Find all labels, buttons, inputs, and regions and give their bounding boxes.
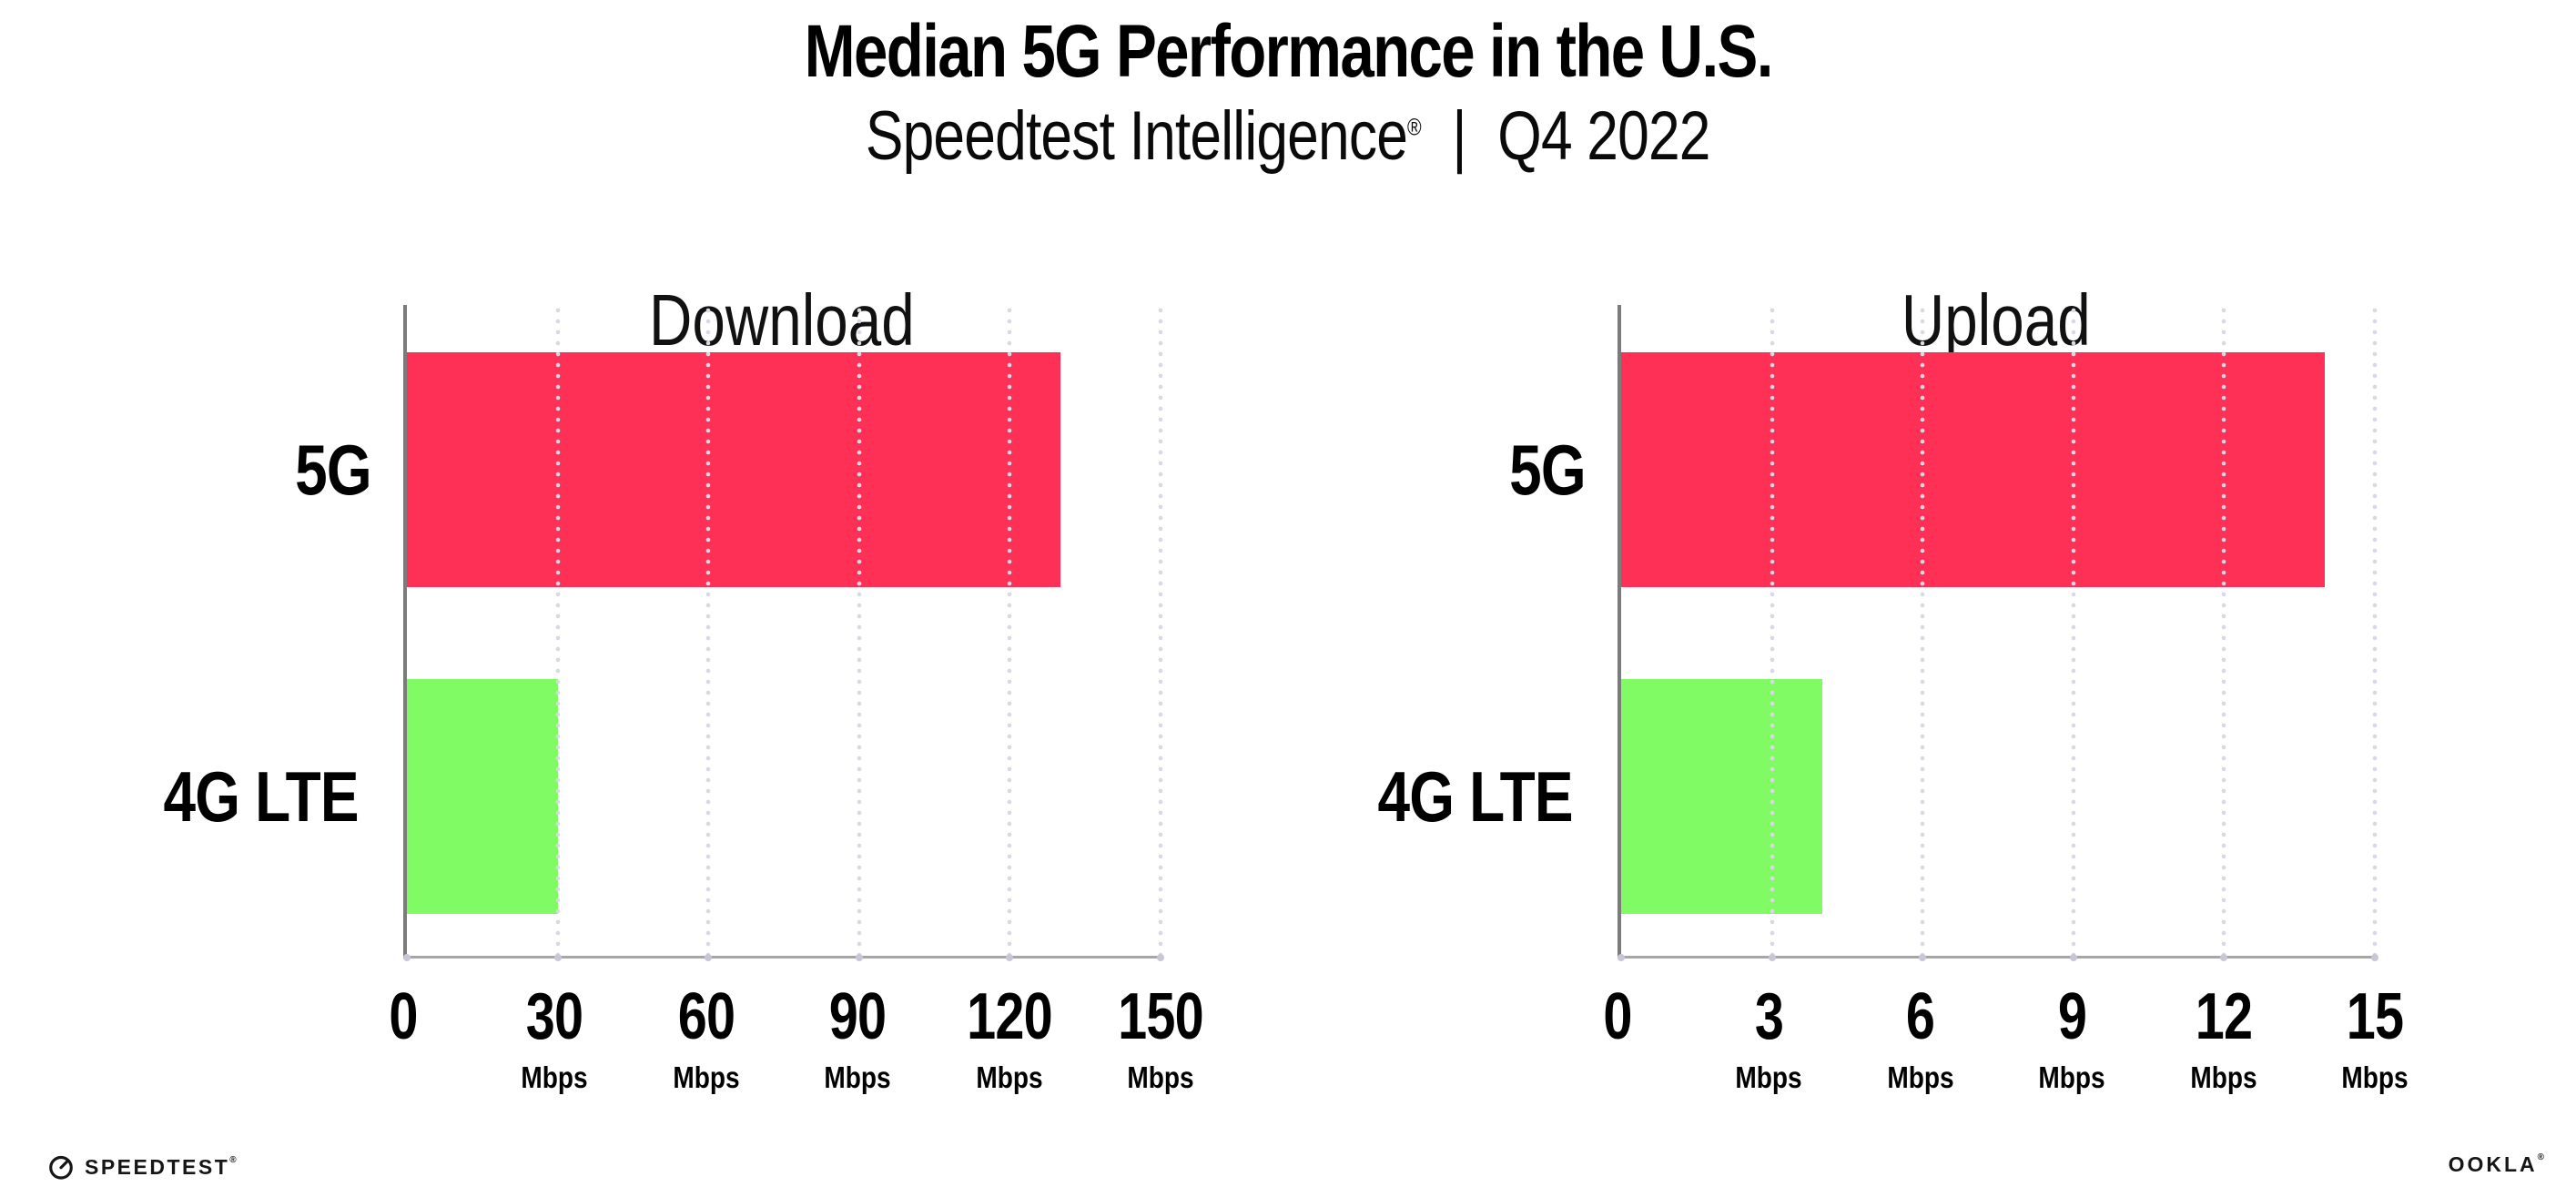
download-bar-5g	[407, 352, 1060, 587]
x-tick-60: 60 Mbps	[667, 959, 745, 1092]
category-label-4g-lte: 4G LTE	[1377, 756, 1573, 837]
download-chart-title: Download	[403, 279, 1161, 357]
upload-chart: Upload 5G 4G LTE 0 3 Mbps 6 Mbps 9 Mbps 12 Mbps 1…	[1314, 218, 2408, 1111]
x-tick-unit: Mbps	[1735, 1060, 1803, 1094]
axis-tick-dot-60	[705, 954, 713, 961]
axis-tick-dot-90	[855, 954, 863, 961]
x-tick-value: 120	[966, 980, 1053, 1053]
x-tick-unit: Mbps	[975, 1060, 1043, 1094]
ookla-logo-text: OOKLA	[2448, 1152, 2538, 1176]
upload-bar-5g	[1621, 352, 2325, 587]
axis-tick-dot-15	[2371, 954, 2378, 961]
x-tick-value: 0	[389, 980, 418, 1053]
upload-plot-area	[1618, 305, 2378, 961]
download-chart: Download 5G 4G LTE 0 30 Mbps 60 Mbps 90 Mbps 12…	[100, 218, 1203, 1111]
x-tick-unit: Mbps	[521, 1060, 589, 1094]
x-tick-0: 0	[385, 959, 421, 1050]
gridline-6	[1920, 305, 1926, 956]
gridline-150	[1158, 305, 1163, 956]
speedtest-trademark-icon: ®	[229, 1154, 239, 1165]
gridline-90	[856, 305, 862, 956]
x-tick-value: 15	[2346, 980, 2404, 1053]
x-tick-0: 0	[1599, 959, 1635, 1050]
upload-chart-title: Upload	[1618, 279, 2375, 357]
x-tick-9: 9 Mbps	[2033, 959, 2111, 1092]
x-tick-unit: Mbps	[673, 1060, 740, 1094]
x-tick-unit: Mbps	[1127, 1060, 1194, 1094]
ookla-logo: OOKLA®	[2449, 1152, 2547, 1177]
x-tick-value: 150	[1118, 980, 1204, 1053]
x-tick-unit: Mbps	[2341, 1060, 2409, 1094]
upload-category-labels: 5G 4G LTE	[1314, 305, 1618, 959]
upload-chart-title-text: Upload	[1902, 279, 2091, 361]
axis-tick-dot-6	[1919, 954, 1927, 961]
upload-x-axis: 0 3 Mbps 6 Mbps 9 Mbps 12 Mbps 15 Mbps	[1603, 959, 2408, 1111]
gridline-120	[1007, 305, 1013, 956]
x-tick-6: 6 Mbps	[1881, 959, 1960, 1092]
gridline-30	[554, 305, 561, 956]
page-subtitle: Speedtest Intelligence® | Q4 2022	[0, 100, 2576, 173]
x-tick-value: 60	[677, 980, 735, 1053]
axis-tick-dot-0	[403, 954, 411, 961]
x-tick-value: 90	[828, 980, 887, 1053]
download-chart-title-text: Download	[649, 279, 915, 361]
x-tick-90: 90 Mbps	[818, 959, 897, 1092]
subtitle-quarter: Q4 2022	[1497, 97, 1711, 175]
category-label-4g-lte: 4G LTE	[163, 756, 359, 837]
category-label-5g: 5G	[295, 430, 372, 510]
subtitle-separator: |	[1452, 97, 1467, 175]
page-title: Median 5G Performance in the U.S.	[0, 10, 2576, 93]
axis-tick-dot-12	[2220, 954, 2228, 961]
x-tick-12: 12 Mbps	[2185, 959, 2263, 1092]
x-tick-15: 15 Mbps	[2336, 959, 2414, 1092]
page-title-text: Median 5G Performance in the U.S.	[804, 10, 1773, 93]
x-tick-value: 6	[1906, 980, 1935, 1053]
x-tick-30: 30 Mbps	[515, 959, 593, 1092]
x-tick-value: 9	[2057, 980, 2087, 1053]
x-tick-unit: Mbps	[2038, 1060, 2105, 1094]
x-tick-3: 3 Mbps	[1729, 959, 1808, 1092]
gridline-15	[2372, 305, 2378, 956]
gridline-3	[1769, 305, 1775, 956]
x-tick-unit: Mbps	[1887, 1060, 1954, 1094]
download-category-labels: 5G 4G LTE	[100, 305, 403, 959]
category-label-5g: 5G	[1509, 430, 1587, 510]
download-bar-4g-lte	[407, 679, 558, 914]
x-tick-unit: Mbps	[824, 1060, 891, 1094]
download-x-axis: 0 30 Mbps 60 Mbps 90 Mbps 120 Mbps 150 Mbps	[389, 959, 1203, 1111]
download-plot-area	[403, 305, 1164, 961]
gridline-60	[705, 305, 712, 956]
axis-tick-dot-3	[1768, 954, 1776, 961]
x-tick-150: 150 Mbps	[1107, 959, 1213, 1092]
registered-trademark-icon: ®	[1407, 115, 1422, 141]
x-tick-value: 12	[2195, 980, 2252, 1053]
axis-tick-dot-120	[1006, 954, 1014, 961]
axis-tick-dot-0	[1618, 954, 1625, 961]
subtitle-product: Speedtest Intelligence	[866, 97, 1408, 175]
speedtest-logo: SPEEDTEST®	[47, 1153, 238, 1181]
x-tick-value: 0	[1603, 980, 1632, 1053]
x-tick-120: 120 Mbps	[956, 959, 1062, 1092]
axis-tick-dot-150	[1157, 954, 1164, 961]
x-tick-value: 30	[526, 980, 583, 1053]
gridline-12	[2221, 305, 2227, 956]
x-tick-value: 3	[1754, 980, 1784, 1053]
gridline-9	[2070, 305, 2076, 956]
ookla-trademark-icon: ®	[2537, 1152, 2547, 1162]
upload-bar-4g-lte	[1621, 679, 1822, 914]
axis-tick-dot-9	[2069, 954, 2077, 961]
x-tick-unit: Mbps	[2189, 1060, 2257, 1094]
speedtest-gauge-icon	[49, 1155, 73, 1180]
axis-tick-dot-30	[553, 954, 562, 961]
speedtest-logo-text: SPEEDTEST®	[85, 1154, 239, 1179]
